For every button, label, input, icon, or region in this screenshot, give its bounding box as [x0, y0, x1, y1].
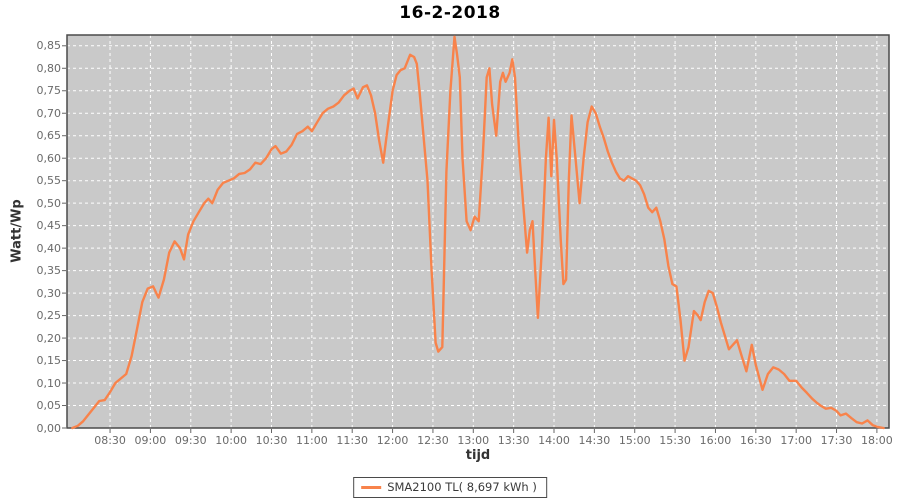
legend: SMA2100 TL( 8,697 kWh ) [353, 477, 547, 498]
y-tick-label: 0,45 [36, 219, 62, 233]
y-tick-label: 0,30 [36, 286, 62, 300]
y-tick-label: 0,40 [36, 241, 62, 255]
plot-background [67, 35, 889, 428]
axis-ticks [62, 45, 878, 433]
y-tick-label: 0,00 [36, 421, 62, 435]
plot-border [66, 34, 890, 429]
y-tick-label: 0,05 [36, 399, 62, 413]
x-tick-label: 12:00 [376, 434, 409, 447]
y-tick-label: 0,85 [36, 39, 62, 53]
x-tick-label: 13:00 [457, 434, 490, 447]
x-tick-label: 16:00 [699, 434, 732, 447]
x-tick-label: 09:30 [174, 434, 207, 447]
x-tick-label: 13:30 [497, 434, 530, 447]
x-tick-label: 12:30 [417, 434, 449, 447]
legend-line-swatch [361, 485, 382, 489]
x-tick-label: 09:00 [134, 434, 167, 447]
x-tick-label: 11:30 [336, 434, 369, 447]
y-tick-label: 0,60 [36, 151, 62, 165]
y-tick-label: 0,35 [36, 264, 62, 278]
y-tick-label: 0,10 [36, 376, 62, 390]
x-tick-label: 14:00 [538, 434, 570, 447]
x-tick-label: 11:00 [295, 434, 328, 447]
x-tick-label: 14:30 [578, 434, 611, 447]
x-tick-label: 08:30 [94, 434, 126, 447]
x-tick-label: 17:00 [780, 434, 813, 447]
x-axis-title: tijd [465, 448, 491, 463]
x-tick-label: 15:30 [659, 434, 691, 447]
y-tick-label: 0,70 [36, 106, 62, 120]
x-tick-label: 10:30 [255, 434, 288, 447]
x-tick-label: 17:30 [820, 434, 853, 447]
y-tick-label: 0,65 [36, 129, 62, 143]
x-tick-label: 10:00 [215, 434, 247, 447]
y-tick-label: 0,80 [36, 61, 62, 75]
x-tick-label: 18:00 [861, 434, 893, 447]
x-tick-label: 15:00 [618, 434, 651, 447]
y-tick-label: 0,25 [36, 309, 62, 323]
y-tick-label: 0,50 [36, 196, 62, 210]
legend-label: SMA2100 TL( 8,697 kWh ) [387, 480, 537, 494]
series-line [71, 35, 885, 430]
x-tick-label: 16:30 [739, 434, 772, 447]
y-tick-label: 0,20 [36, 331, 62, 345]
gridlines [67, 35, 889, 428]
y-tick-label: 0,75 [36, 84, 62, 98]
chart-title: 16-2-2018 [399, 3, 501, 23]
y-tick-label: 0,15 [36, 354, 62, 368]
y-tick-label: 0,55 [36, 174, 62, 188]
